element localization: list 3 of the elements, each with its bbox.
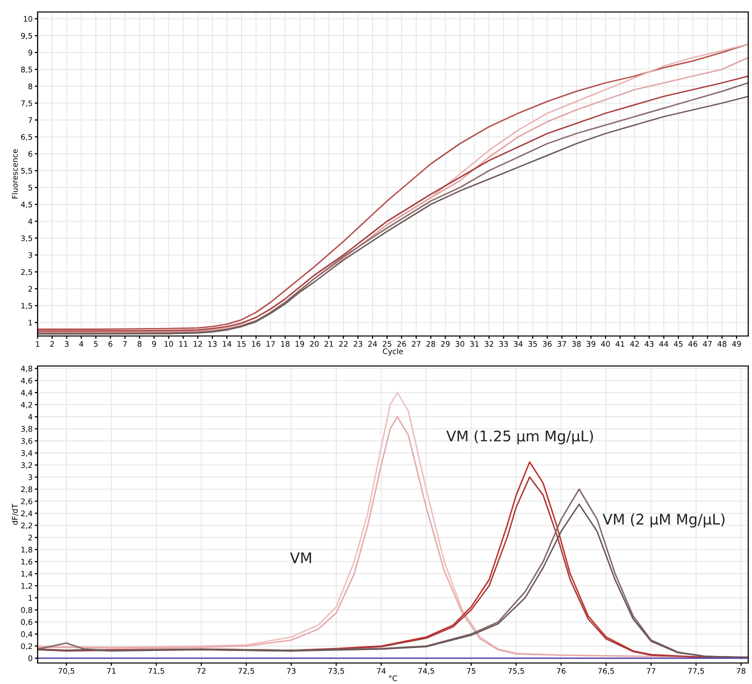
annotation: VM [290, 552, 312, 564]
annotation: VM (2 µM Mg/µL) [602, 513, 724, 528]
annotation: VM (1.25 µm Mg/µL) [446, 430, 593, 444]
